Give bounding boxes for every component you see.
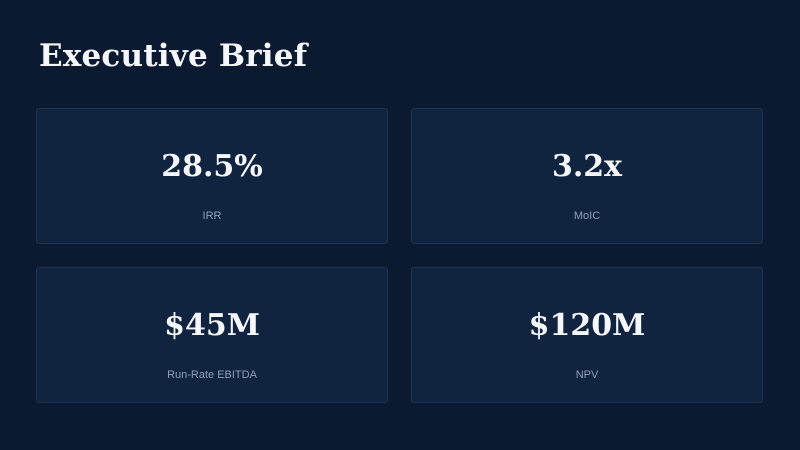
metric-card-npv: $120M NPV — [411, 267, 763, 403]
metric-label: NPV — [575, 369, 599, 381]
metric-value: $120M — [528, 308, 646, 343]
metric-label: MoIC — [573, 210, 601, 222]
metric-card-ebitda: $45M Run-Rate EBITDA — [36, 267, 388, 403]
metric-label: Run-Rate EBITDA — [167, 369, 257, 381]
page-title: Executive Brief — [39, 38, 308, 74]
metric-card-irr: 28.5% IRR — [36, 108, 388, 244]
metric-label: IRR — [202, 210, 222, 222]
metric-value: 28.5% — [161, 149, 263, 184]
metric-value: 3.2x — [551, 149, 623, 184]
metric-card-moic: 3.2x MoIC — [411, 108, 763, 244]
metric-value: $45M — [164, 308, 260, 343]
